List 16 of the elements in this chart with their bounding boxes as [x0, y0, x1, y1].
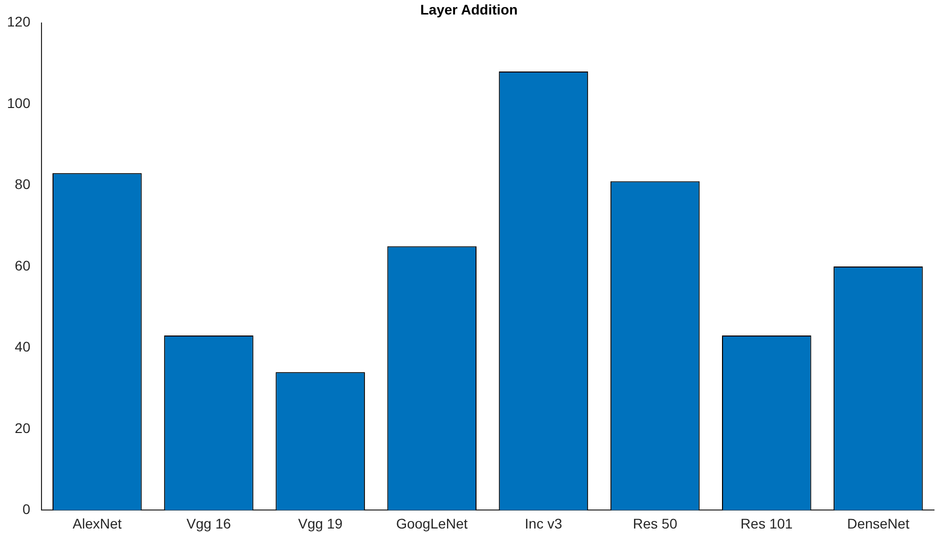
- x-tick-label: Res 101: [740, 515, 793, 532]
- x-tick-label: GoogLeNet: [396, 515, 468, 532]
- y-tick-label: 100: [7, 94, 31, 111]
- x-tick-label: Res 50: [632, 515, 678, 532]
- x-tick-label: AlexNet: [72, 515, 122, 532]
- x-tick-label: DenseNet: [847, 515, 910, 532]
- y-tick-label: 0: [22, 501, 31, 518]
- y-tick-label: 80: [14, 176, 31, 192]
- y-tick-label: 60: [14, 257, 31, 274]
- chart-title: Layer Addition: [420, 1, 518, 18]
- x-tick-label: Vgg 16: [186, 515, 232, 532]
- y-tick-label: 20: [14, 420, 31, 436]
- x-tick-label: Inc v3: [524, 515, 562, 532]
- x-tick-label: Vgg 19: [298, 515, 343, 532]
- y-tick-label: 120: [7, 14, 31, 30]
- y-tick-label: 40: [14, 338, 31, 355]
